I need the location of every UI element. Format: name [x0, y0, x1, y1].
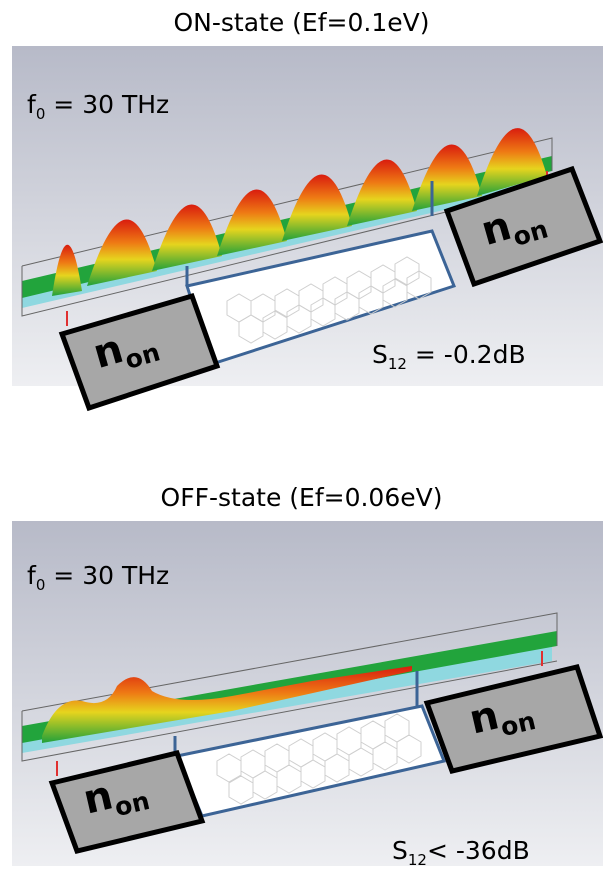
off-frequency-label: f0 = 30 THz [27, 561, 170, 594]
off-substrate [22, 646, 552, 753]
off-graphene-lattice [216, 713, 422, 805]
on-wireframe-bottom [21, 185, 553, 317]
on-graphene-lattice [226, 256, 432, 344]
off-state-figure [12, 521, 603, 866]
off-state-panel: f0 = 30 THz S12< -36dB non non [12, 521, 603, 891]
on-state-panel: f0 = 30 THz S12 = -0.2dB non non [12, 46, 603, 416]
off-wireframe-top [21, 612, 558, 712]
off-s12-label: S12< -36dB [392, 836, 530, 869]
on-n-box-left [58, 292, 221, 412]
on-state-title: ON-state (Ef=0.1eV) [173, 8, 430, 37]
on-s12-label: S12 = -0.2dB [372, 340, 526, 373]
off-state-title: OFF-state (Ef=0.06eV) [160, 483, 443, 512]
on-wave-peaks [52, 128, 547, 296]
off-wave-decay [42, 666, 412, 743]
on-state-figure [12, 46, 603, 412]
on-n-box-right [443, 165, 603, 288]
off-n-box-left [48, 750, 206, 854]
off-n-box-right [423, 664, 603, 774]
on-frequency-label: f0 = 30 THz [27, 90, 170, 123]
off-wireframe-bottom [21, 660, 558, 762]
